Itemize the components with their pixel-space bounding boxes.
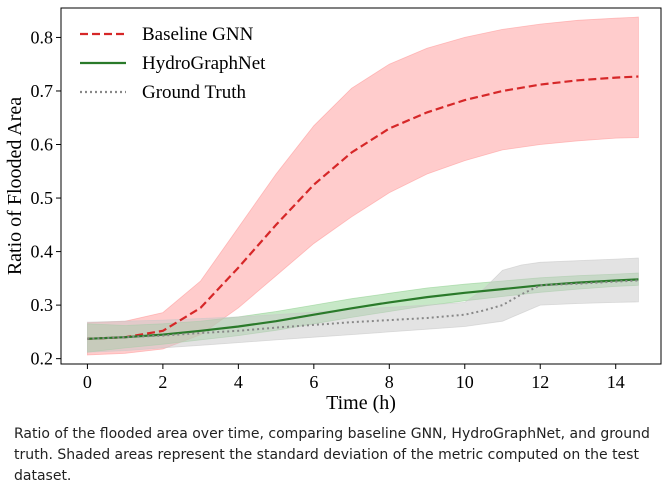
x-tick-label: 10 bbox=[456, 372, 474, 392]
legend-label-ground-truth: Ground Truth bbox=[142, 82, 246, 103]
legend-label-baseline-gnn: Baseline GNN bbox=[142, 24, 254, 45]
legend: Baseline GNN HydroGraphNet Ground Truth bbox=[80, 24, 266, 103]
x-tick-label: 4 bbox=[234, 372, 243, 392]
y-tick-label: 0.5 bbox=[31, 188, 54, 208]
x-axis-label: Time (h) bbox=[326, 392, 396, 414]
figure-caption: Ratio of the flooded area over time, com… bbox=[14, 426, 650, 484]
x-tick-label: 8 bbox=[385, 372, 394, 392]
y-tick-label: 0.8 bbox=[31, 27, 54, 47]
x-tick-label: 12 bbox=[531, 372, 549, 392]
plot-frame bbox=[60, 7, 662, 365]
y-tick-label: 0.3 bbox=[31, 295, 54, 315]
ground-truth-line bbox=[87, 279, 639, 340]
baseline-gnn-line bbox=[87, 75, 639, 340]
y-tick-label: 0.2 bbox=[31, 349, 54, 369]
x-tick-label: 2 bbox=[158, 372, 167, 392]
y-tick-label: 0.6 bbox=[31, 135, 54, 155]
line-chart: 0 2 4 6 8 10 12 14 0.2 0.3 0.4 0.5 0.6 0.7 0.8 Baseli… bbox=[4, 7, 662, 414]
hydrographnet-line bbox=[87, 278, 639, 340]
x-tick-label: 0 bbox=[83, 372, 92, 392]
baseline-gnn-std-band bbox=[87, 16, 639, 356]
x-tick-label: 6 bbox=[309, 372, 318, 392]
legend-label-hydrographnet: HydroGraphNet bbox=[142, 53, 266, 74]
y-tick-label: 0.7 bbox=[31, 81, 54, 101]
y-axis-label: Ratio of Flooded Area bbox=[4, 97, 26, 275]
x-tick-label: 14 bbox=[607, 372, 625, 392]
y-tick-label: 0.4 bbox=[31, 242, 54, 262]
